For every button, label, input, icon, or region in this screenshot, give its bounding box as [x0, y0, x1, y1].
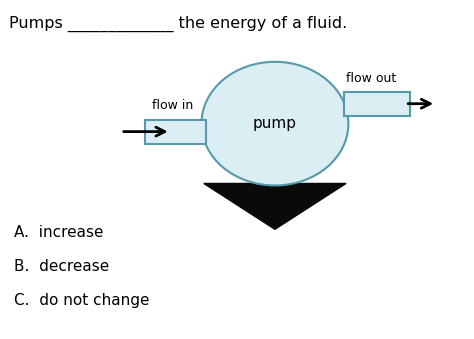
Circle shape	[201, 62, 348, 185]
Text: B.  decrease: B. decrease	[14, 259, 109, 274]
Text: pump: pump	[253, 116, 297, 131]
Text: A.  increase: A. increase	[14, 225, 104, 240]
Text: flow in: flow in	[152, 99, 193, 113]
Polygon shape	[204, 183, 346, 229]
Bar	[344, 92, 410, 116]
Text: Pumps _____________ the energy of a fluid.: Pumps _____________ the energy of a flui…	[9, 16, 348, 32]
Text: flow out: flow out	[346, 72, 396, 84]
Text: C.  do not change: C. do not change	[14, 293, 150, 308]
Bar	[145, 120, 206, 144]
